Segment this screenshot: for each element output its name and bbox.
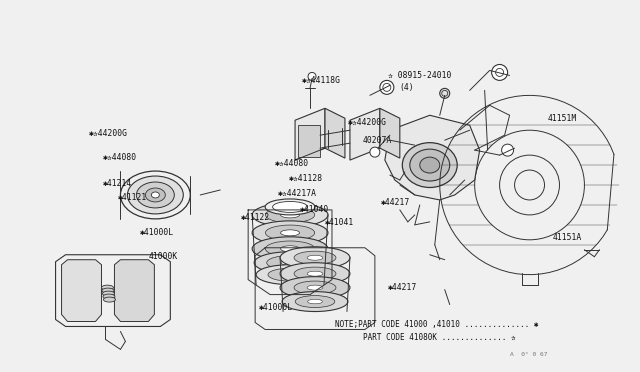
Text: ✱✰44080: ✱✰44080 bbox=[275, 158, 309, 167]
Ellipse shape bbox=[308, 299, 323, 304]
Text: ✰ 08915-24010: ✰ 08915-24010 bbox=[388, 71, 451, 80]
Ellipse shape bbox=[102, 285, 113, 290]
Polygon shape bbox=[56, 255, 170, 327]
Text: PART CODE 41080K .............. ✰: PART CODE 41080K .............. ✰ bbox=[363, 333, 516, 342]
Ellipse shape bbox=[294, 267, 336, 280]
Polygon shape bbox=[325, 108, 345, 158]
Ellipse shape bbox=[256, 265, 324, 285]
Circle shape bbox=[308, 73, 316, 80]
Polygon shape bbox=[380, 108, 400, 158]
Ellipse shape bbox=[267, 256, 314, 270]
Ellipse shape bbox=[252, 237, 328, 261]
Text: ✱41000L: ✱41000L bbox=[259, 303, 293, 312]
Text: ✱41121: ✱41121 bbox=[118, 193, 147, 202]
Ellipse shape bbox=[152, 192, 159, 198]
Text: 40207A: 40207A bbox=[363, 136, 392, 145]
Ellipse shape bbox=[252, 203, 328, 227]
Ellipse shape bbox=[294, 281, 336, 294]
Ellipse shape bbox=[294, 251, 336, 264]
Text: ✱✰44118G: ✱✰44118G bbox=[302, 76, 341, 85]
Ellipse shape bbox=[127, 176, 183, 214]
Text: ✱✰44200G: ✱✰44200G bbox=[88, 129, 127, 138]
Text: ✱41214: ✱41214 bbox=[102, 179, 132, 187]
Ellipse shape bbox=[268, 268, 312, 281]
Ellipse shape bbox=[281, 260, 299, 266]
Ellipse shape bbox=[280, 246, 300, 252]
Ellipse shape bbox=[265, 199, 315, 215]
Ellipse shape bbox=[266, 207, 315, 223]
Text: 41000K: 41000K bbox=[148, 252, 178, 261]
Text: ✱✰44080: ✱✰44080 bbox=[102, 153, 136, 161]
Ellipse shape bbox=[282, 272, 298, 277]
Ellipse shape bbox=[266, 241, 315, 257]
Ellipse shape bbox=[102, 288, 114, 293]
Ellipse shape bbox=[295, 296, 335, 308]
Ellipse shape bbox=[280, 230, 300, 236]
Ellipse shape bbox=[307, 271, 323, 276]
Text: (4): (4) bbox=[400, 83, 415, 92]
Polygon shape bbox=[115, 260, 154, 321]
Text: ✱✰44217A: ✱✰44217A bbox=[278, 189, 317, 198]
Circle shape bbox=[440, 89, 450, 98]
Text: A  0° 0 67: A 0° 0 67 bbox=[509, 352, 547, 357]
Ellipse shape bbox=[280, 212, 300, 218]
Ellipse shape bbox=[266, 225, 315, 241]
Polygon shape bbox=[385, 115, 479, 200]
Ellipse shape bbox=[307, 255, 323, 260]
Ellipse shape bbox=[420, 157, 440, 173]
Text: NOTE;PART CODE 41000 ,41010 .............. ✱: NOTE;PART CODE 41000 ,41010 ............… bbox=[335, 320, 538, 329]
Ellipse shape bbox=[252, 221, 328, 245]
Circle shape bbox=[492, 64, 508, 80]
Polygon shape bbox=[295, 108, 325, 160]
Ellipse shape bbox=[280, 277, 350, 299]
Text: ✱44217: ✱44217 bbox=[388, 283, 417, 292]
Ellipse shape bbox=[280, 247, 350, 269]
Ellipse shape bbox=[102, 291, 115, 296]
Ellipse shape bbox=[136, 182, 174, 208]
Text: ✱44217: ✱44217 bbox=[381, 198, 410, 208]
Circle shape bbox=[370, 147, 380, 157]
Text: ✱41040: ✱41040 bbox=[300, 205, 330, 214]
Bar bbox=[298, 125, 320, 157]
Text: ✱41122: ✱41122 bbox=[241, 214, 271, 222]
Ellipse shape bbox=[120, 171, 190, 219]
Ellipse shape bbox=[403, 143, 457, 187]
Ellipse shape bbox=[103, 294, 115, 299]
Polygon shape bbox=[61, 260, 102, 321]
Text: ✱✰44200G: ✱✰44200G bbox=[348, 118, 387, 127]
Text: 41151M: 41151M bbox=[547, 114, 577, 123]
Text: ✱41041: ✱41041 bbox=[325, 218, 354, 227]
Ellipse shape bbox=[273, 202, 308, 212]
Text: 41151A: 41151A bbox=[552, 233, 582, 242]
Text: ✱✰41128: ✱✰41128 bbox=[289, 173, 323, 183]
Ellipse shape bbox=[145, 188, 165, 202]
Ellipse shape bbox=[282, 292, 348, 311]
Ellipse shape bbox=[410, 149, 450, 181]
Polygon shape bbox=[350, 108, 380, 160]
Circle shape bbox=[502, 144, 513, 156]
Text: ✱41000L: ✱41000L bbox=[140, 228, 173, 237]
Ellipse shape bbox=[254, 252, 326, 274]
Ellipse shape bbox=[280, 263, 350, 285]
Circle shape bbox=[380, 80, 394, 94]
Ellipse shape bbox=[104, 297, 115, 302]
Ellipse shape bbox=[307, 285, 323, 290]
